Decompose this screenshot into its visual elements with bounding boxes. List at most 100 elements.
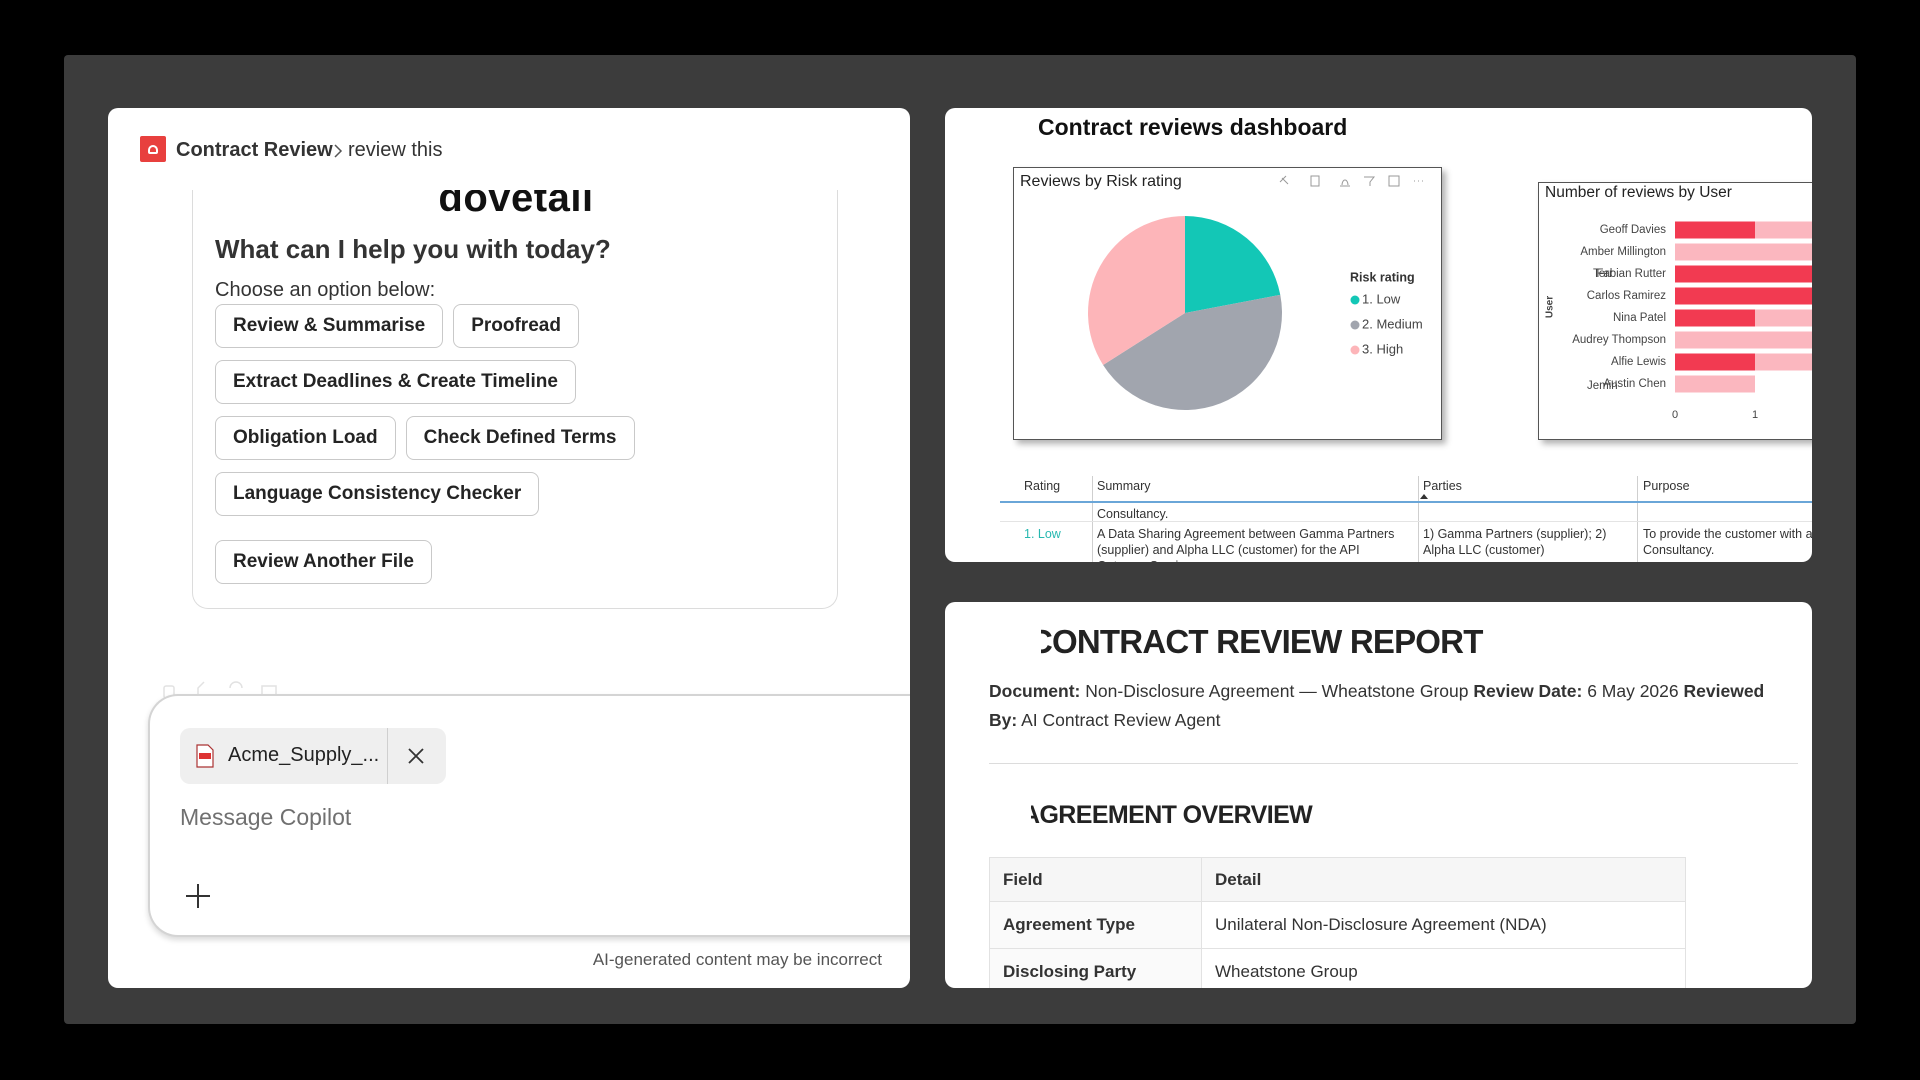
chart-title: Number of reviews by User <box>1545 184 1732 201</box>
bar <box>1675 331 1812 349</box>
detail-cell: Unilateral Non-Disclosure Agreement (NDA… <box>1201 901 1686 949</box>
breadcrumb: review this <box>348 139 443 161</box>
y-tick-label: Alfie Lewis <box>1611 356 1666 368</box>
visual-header-icons <box>1279 175 1423 187</box>
prompt: What can I help you with today? <box>215 234 611 264</box>
table-row: Disclosing Party Wheatstone Group <box>989 948 1686 988</box>
header-row: Field Detail <box>989 857 1686 902</box>
column-header: Purpose <box>1643 479 1690 493</box>
field-cell: Disclosing Party <box>989 948 1202 988</box>
option-button[interactable]: Check Defined Terms <box>405 416 635 460</box>
app-icon-glyph <box>148 145 158 154</box>
bar <box>1675 287 1812 305</box>
legend-label: 1. Low <box>1362 291 1401 306</box>
remove-attachment[interactable] <box>406 746 426 766</box>
column-divider <box>1092 476 1093 562</box>
row-rule <box>1000 521 1812 522</box>
option-button[interactable]: Language Consistency Checker <box>215 472 540 516</box>
column-header: Field <box>989 857 1202 902</box>
column-header: Summary <box>1097 479 1151 493</box>
legend-title: Risk rating <box>1350 270 1415 284</box>
table-cell: Consultancy. <box>1097 507 1169 521</box>
attachment-chip[interactable]: Acme_Supply_... <box>180 728 446 784</box>
option-button[interactable]: Obligation Load <box>215 416 396 460</box>
input-placeholder[interactable]: Message Copilot <box>180 804 352 830</box>
pie-slice <box>1088 216 1185 365</box>
meta-label: Review Date: <box>1473 681 1583 701</box>
y-tick-label: Amber Millington <box>1580 246 1666 258</box>
bar <box>1675 353 1755 371</box>
x-tick-label: 1 <box>1752 409 1758 421</box>
overlapping-label: Terr <box>1593 268 1613 280</box>
option-button[interactable]: Extract Deadlines & Create Timeline <box>215 360 576 404</box>
divider <box>989 763 1798 764</box>
bar <box>1675 221 1755 239</box>
y-tick-label: Carlos Ramirez <box>1587 290 1666 302</box>
meta-value: 6 May 2026 <box>1587 681 1679 701</box>
column-divider <box>1418 476 1419 562</box>
attachment-name: Acme_Supply_... <box>228 744 380 766</box>
legend-label: 2. Medium <box>1362 316 1423 331</box>
breadcrumb-chevron <box>334 144 343 158</box>
sort-arrow <box>1420 494 1428 499</box>
legend-swatch <box>1350 320 1360 330</box>
bar <box>1675 309 1755 327</box>
risk-chart: Reviews by Risk rating Risk rating 1. Low… <box>1013 167 1442 440</box>
column-divider <box>1637 476 1638 562</box>
option-list: Review & Summarise Proofread Extract Deadl… <box>215 304 685 516</box>
meta-label: Reviewed By: <box>989 681 1765 730</box>
table-cell: To provide the customer with ac Consultan… <box>1643 526 1812 558</box>
dashboard-panel: Contract reviews dashboard Reviews by Ri… <box>945 108 1812 562</box>
column-header: Rating <box>1024 479 1061 493</box>
chart-title: Reviews by Risk rating <box>1020 173 1182 190</box>
y-tick-label: Nina Patel <box>1613 312 1666 324</box>
disclaimer: AI-generated content may be incorrect <box>592 950 882 969</box>
cell-line: To provide the customer with ac <box>1643 527 1812 541</box>
logo: dovetail <box>438 190 594 220</box>
meta-value: Non-Disclosure Agreement — Wheatstone Gr… <box>1085 681 1469 701</box>
bar <box>1675 375 1755 393</box>
pdf-icon <box>196 744 214 768</box>
app-icon[interactable] <box>140 136 166 162</box>
x-tick-label: 0 <box>1672 409 1678 421</box>
overlapping-label: Jemin <box>1587 380 1618 392</box>
report-title-clip: CONTRACT REVIEW REPORT <box>1041 623 1761 665</box>
add-button[interactable] <box>184 882 212 910</box>
chip-divider <box>387 728 388 784</box>
field-cell: Agreement Type <box>989 901 1202 949</box>
cell-line: Consultancy. <box>1643 543 1715 557</box>
legend-label: 3. High <box>1362 341 1403 356</box>
bar <box>1755 353 1812 371</box>
y-tick-label: Austin Chen <box>1603 378 1666 390</box>
header-rule <box>1000 501 1812 503</box>
report-panel: CONTRACT REVIEW REPORT Document: Non-Dis… <box>945 602 1812 988</box>
y-tick-label: Audrey Thompson <box>1572 334 1666 346</box>
section-clip: AGREEMENT OVERVIEW <box>1031 801 1531 835</box>
option-button[interactable]: Proofread <box>453 304 579 348</box>
meta-value: AI Contract Review Agent <box>1021 710 1221 730</box>
y-tick-label: Geoff Davies <box>1600 224 1667 236</box>
instruction: Choose an option below: <box>215 279 436 301</box>
option-button[interactable]: Review & Summarise <box>215 304 444 348</box>
message-box[interactable]: Acme_Supply_... Message Copilot <box>148 694 910 937</box>
option-button[interactable]: Review Another File <box>215 540 432 584</box>
column-header: Parties <box>1423 479 1462 493</box>
pie-slice <box>1103 294 1282 410</box>
meta-label: Document: <box>989 681 1081 701</box>
axis-title: User <box>1545 296 1556 318</box>
app-name[interactable]: Contract Review <box>176 139 333 161</box>
table-cell: 1) Gamma Partners (supplier); 2) Alpha L… <box>1423 527 1607 557</box>
dashboard-title: Contract reviews dashboard <box>1038 114 1348 140</box>
legend-swatch <box>1350 295 1360 305</box>
section-heading: AGREEMENT OVERVIEW <box>1031 801 1313 829</box>
table-row: Agreement Type Unilateral Non-Disclosure … <box>989 901 1686 949</box>
report-title: CONTRACT REVIEW REPORT <box>1041 623 1483 660</box>
response-card: dovetail What can I help you with today?… <box>192 190 838 609</box>
report-meta: Document: Non-Disclosure Agreement — Whe… <box>989 677 1779 735</box>
table-cell: A Data Sharing Agreement between Gamma P… <box>1097 527 1395 562</box>
bar <box>1755 221 1812 239</box>
bar <box>1755 309 1812 327</box>
bar <box>1675 243 1812 261</box>
legend-swatch <box>1350 345 1360 355</box>
